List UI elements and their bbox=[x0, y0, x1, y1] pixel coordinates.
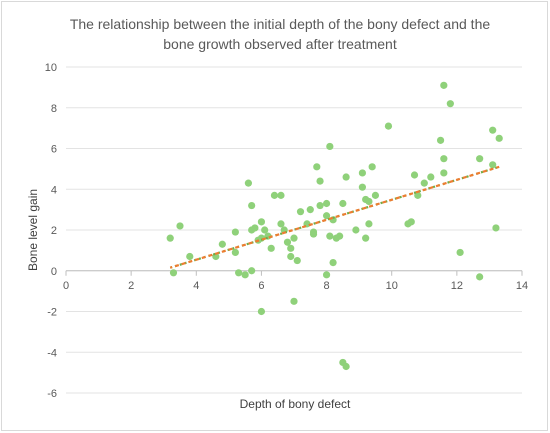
data-point-6 bbox=[231, 228, 239, 236]
data-point-2 bbox=[176, 222, 184, 230]
data-point-37 bbox=[313, 163, 321, 171]
chart-title-line-2: bone growth observed after treatment bbox=[163, 36, 397, 52]
data-point-59 bbox=[365, 197, 373, 206]
x-tick-label-1: 2 bbox=[128, 280, 134, 292]
y-tick-label-0: -6 bbox=[47, 388, 57, 400]
y-tick-label-1: -4 bbox=[47, 347, 57, 359]
data-point-10 bbox=[244, 179, 252, 187]
data-point-21 bbox=[267, 244, 275, 252]
y-tick-label-2: -2 bbox=[47, 307, 57, 319]
y-tick-label-6: 6 bbox=[51, 144, 57, 156]
data-point-43 bbox=[326, 142, 334, 151]
data-point-74 bbox=[456, 248, 464, 257]
tick-labels: 0 2 4 6 8 10 12 14 -6 -4 -2 0 2 4 6 8 10 bbox=[45, 62, 528, 400]
data-point-79 bbox=[492, 224, 500, 232]
data-point-72 bbox=[440, 81, 448, 89]
data-point-55 bbox=[358, 183, 366, 191]
data-point-14 bbox=[251, 224, 259, 232]
data-point-29 bbox=[290, 234, 298, 242]
data-point-0 bbox=[166, 234, 174, 242]
data-point-13 bbox=[248, 201, 256, 210]
data-point-31 bbox=[293, 256, 301, 265]
data-point-77 bbox=[489, 126, 497, 134]
data-point-58 bbox=[365, 220, 373, 228]
data-point-60 bbox=[368, 163, 376, 171]
data-point-76 bbox=[476, 273, 484, 281]
data-point-18 bbox=[257, 307, 266, 316]
data-point-26 bbox=[283, 238, 292, 246]
data-point-70 bbox=[440, 155, 448, 163]
y-tick-label-3: 0 bbox=[51, 266, 57, 278]
axes bbox=[65, 270, 523, 276]
y-axis-title: Bone level gain bbox=[26, 189, 40, 271]
data-point-66 bbox=[414, 191, 422, 199]
data-point-42 bbox=[322, 271, 331, 279]
data-point-7 bbox=[231, 248, 239, 257]
x-tick-label-2: 4 bbox=[193, 280, 199, 292]
data-point-45 bbox=[329, 259, 337, 267]
data-point-49 bbox=[339, 199, 347, 208]
data-point-9 bbox=[241, 271, 249, 279]
data-point-23 bbox=[277, 191, 285, 199]
data-point-5 bbox=[218, 240, 226, 248]
data-point-3 bbox=[186, 252, 194, 261]
data-point-65 bbox=[410, 171, 419, 179]
data-point-40 bbox=[322, 199, 331, 208]
data-point-30 bbox=[290, 297, 298, 305]
data-point-80 bbox=[495, 134, 503, 142]
data-point-22 bbox=[270, 191, 279, 199]
data-point-36 bbox=[309, 228, 318, 236]
data-point-41 bbox=[322, 212, 331, 220]
chart-title-line-1: The relationship between the initial dep… bbox=[70, 16, 491, 32]
x-tick-label-5: 10 bbox=[386, 280, 398, 292]
data-point-68 bbox=[427, 173, 435, 181]
data-point-69 bbox=[436, 136, 445, 144]
x-tick-label-6: 12 bbox=[451, 280, 463, 292]
y-tick-label-7: 8 bbox=[51, 103, 57, 115]
y-tick-label-4: 2 bbox=[51, 225, 57, 237]
trendlines bbox=[169, 165, 500, 269]
chart-title: The relationship between the initial dep… bbox=[70, 16, 491, 52]
data-point-38 bbox=[316, 177, 324, 185]
data-point-71 bbox=[440, 169, 448, 177]
data-point-54 bbox=[358, 169, 366, 177]
data-point-62 bbox=[384, 122, 393, 130]
data-point-75 bbox=[476, 155, 484, 163]
data-point-12 bbox=[248, 267, 256, 275]
data-points bbox=[166, 81, 503, 371]
data-point-67 bbox=[420, 179, 428, 187]
data-point-73 bbox=[446, 100, 454, 108]
data-point-51 bbox=[342, 362, 350, 371]
data-point-53 bbox=[352, 226, 360, 234]
trendline-orange bbox=[169, 165, 500, 269]
data-point-39 bbox=[316, 201, 324, 210]
data-point-24 bbox=[277, 220, 285, 228]
x-tick-label-0: 0 bbox=[63, 280, 69, 292]
data-point-61 bbox=[371, 191, 380, 199]
y-tick-label-8: 10 bbox=[45, 62, 57, 74]
data-point-78 bbox=[489, 161, 497, 169]
x-tick-label-7: 14 bbox=[516, 280, 528, 292]
x-axis-title: Depth of bony defect bbox=[240, 397, 351, 411]
gridlines bbox=[66, 66, 522, 394]
data-point-1 bbox=[169, 269, 178, 277]
data-point-64 bbox=[407, 218, 415, 226]
data-point-28 bbox=[287, 252, 295, 261]
data-point-8 bbox=[235, 269, 243, 277]
data-point-32 bbox=[296, 208, 305, 216]
data-point-19 bbox=[261, 226, 269, 234]
x-tick-label-3: 6 bbox=[258, 280, 264, 292]
data-point-44 bbox=[326, 232, 334, 240]
data-point-48 bbox=[336, 232, 344, 240]
data-point-52 bbox=[342, 173, 350, 181]
data-point-34 bbox=[306, 206, 314, 214]
x-tick-label-4: 8 bbox=[324, 280, 330, 292]
y-tick-label-5: 4 bbox=[51, 184, 57, 196]
data-point-57 bbox=[362, 234, 370, 242]
data-point-27 bbox=[287, 244, 295, 252]
data-point-16 bbox=[257, 218, 266, 226]
